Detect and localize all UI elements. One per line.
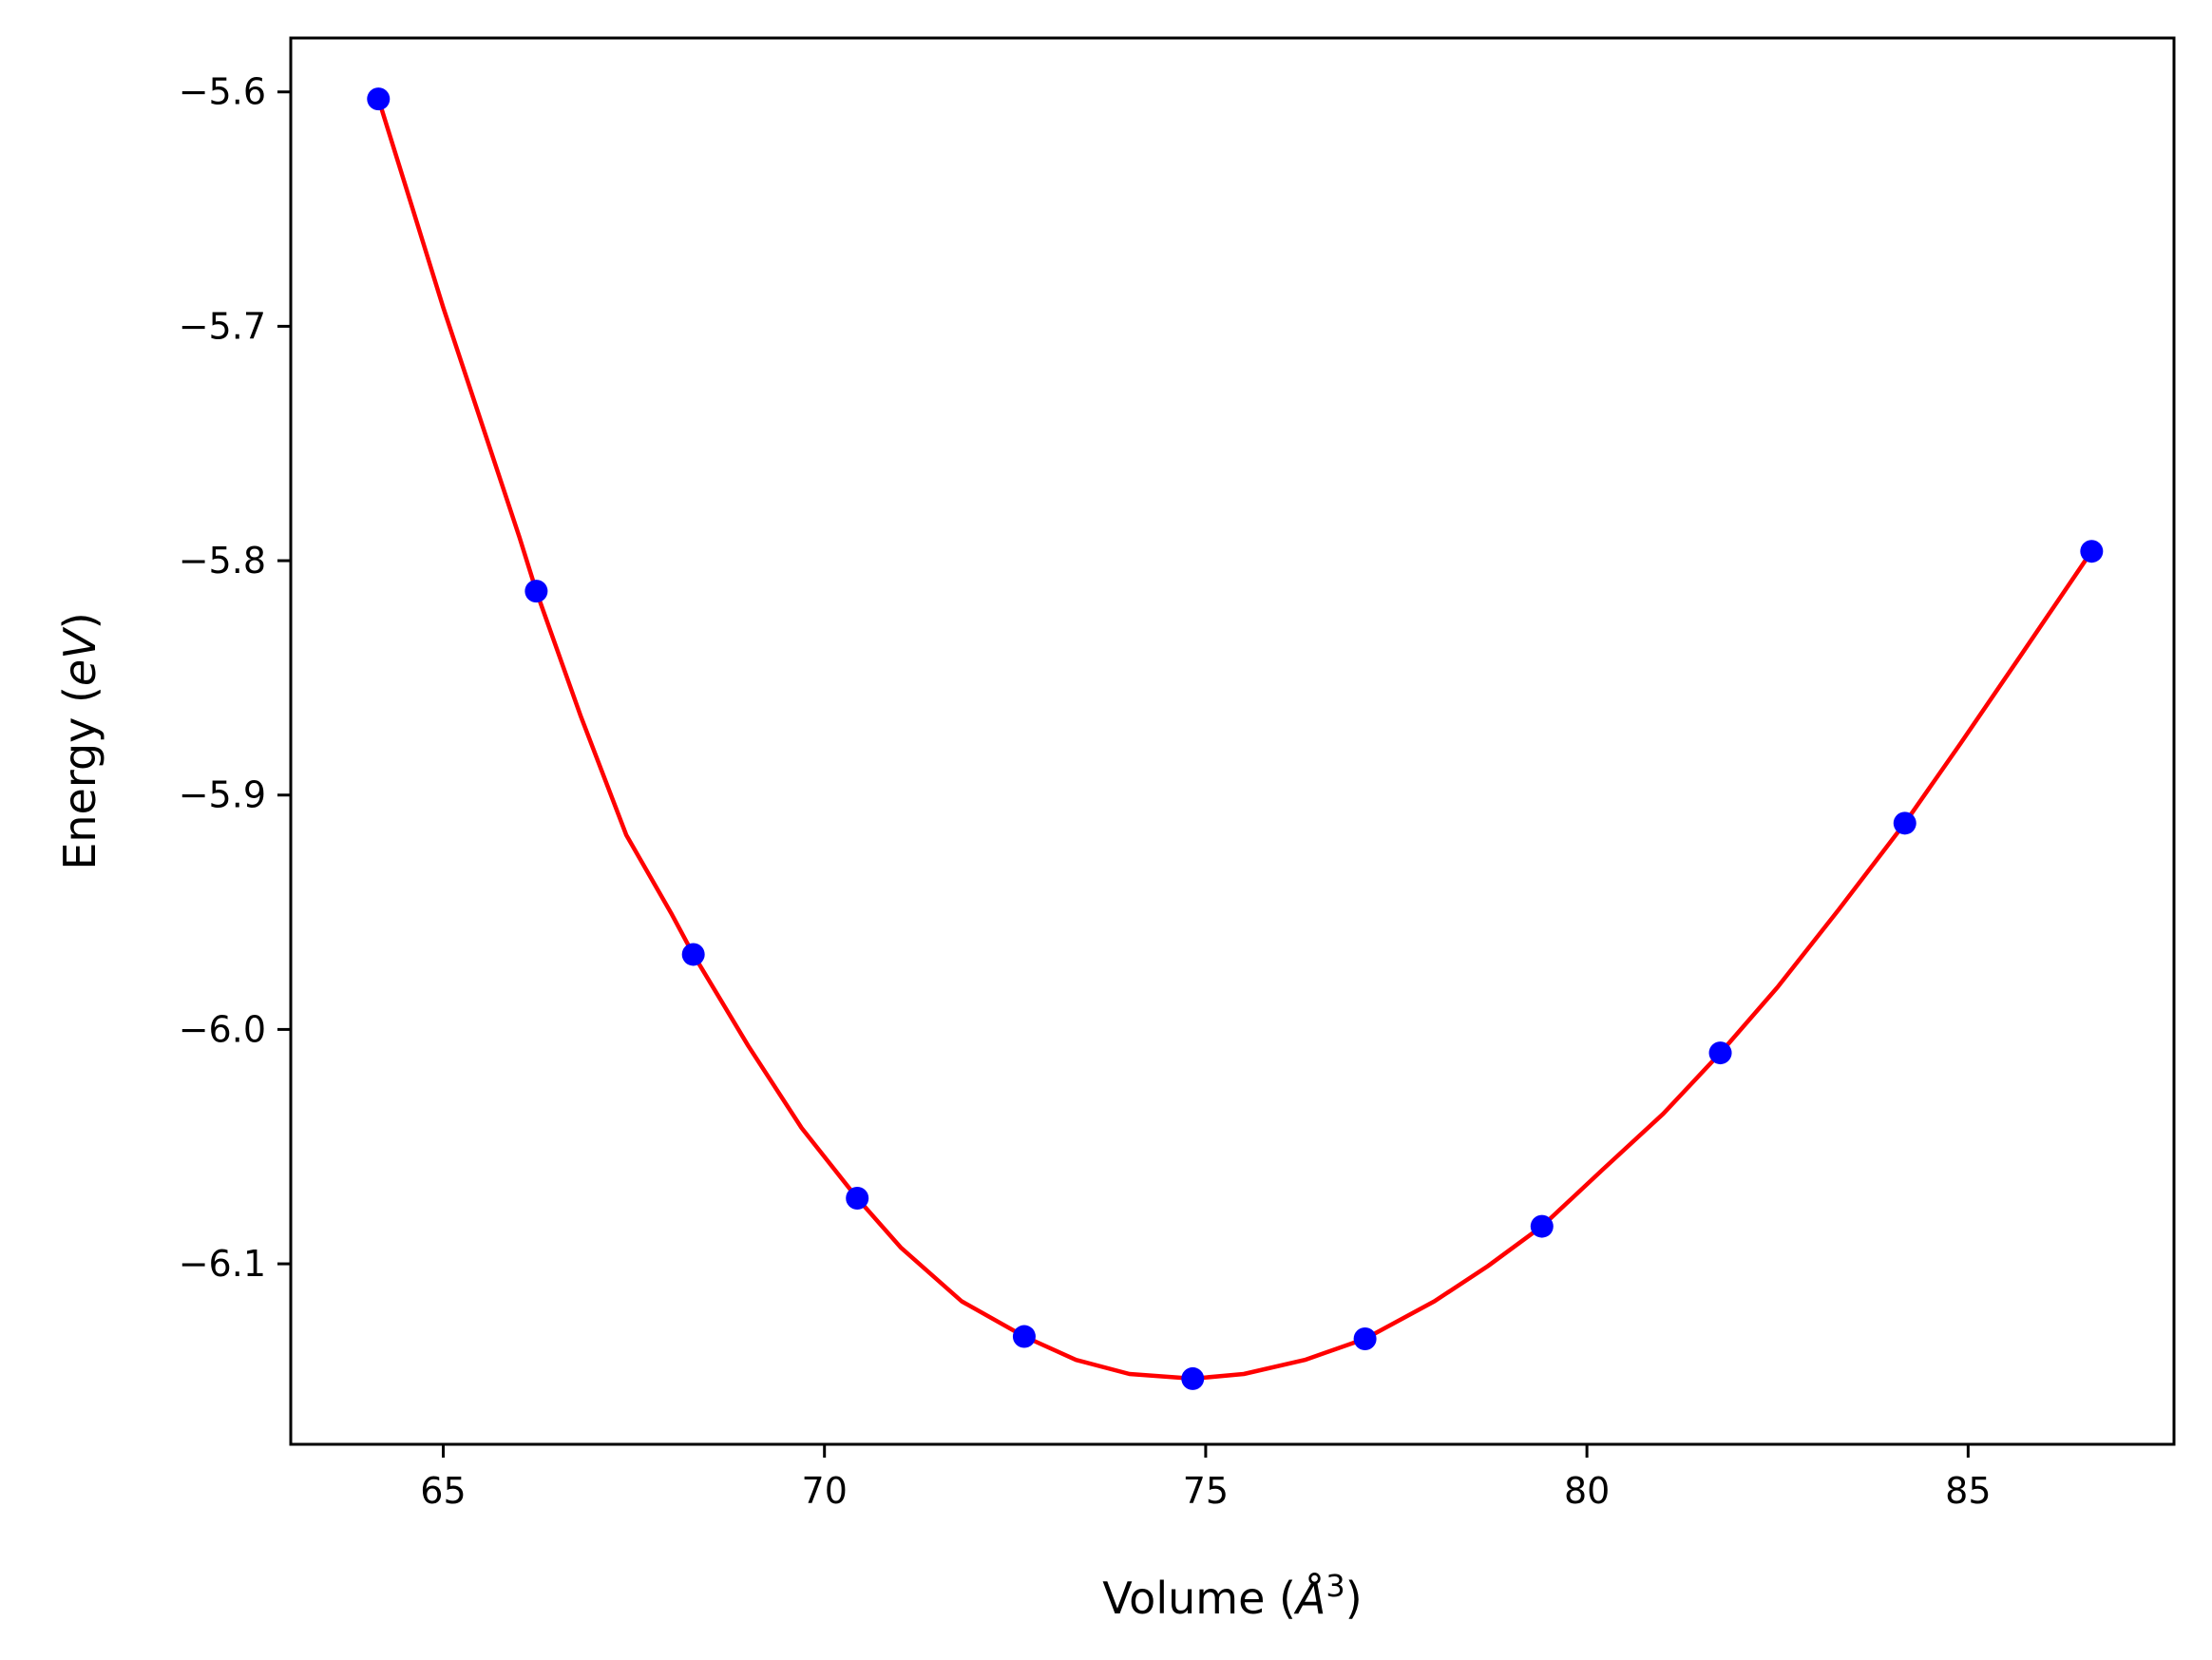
- y-tick-label: −5.8: [179, 540, 266, 582]
- data-point: [846, 1187, 869, 1210]
- data-point: [1181, 1366, 1205, 1390]
- y-tick-label: −5.6: [179, 71, 266, 113]
- x-tick-label: 85: [1945, 1470, 1991, 1512]
- data-point: [1353, 1327, 1377, 1350]
- data-point: [1530, 1214, 1554, 1238]
- fit-curve: [376, 98, 2094, 1382]
- y-tick-label: −5.9: [179, 774, 266, 816]
- y-tick-label: −5.7: [179, 305, 266, 347]
- plot-area-frame: [289, 36, 2176, 1446]
- data-point: [524, 580, 548, 603]
- series-layer: [367, 87, 2104, 1390]
- x-tick-label: 75: [1183, 1470, 1229, 1512]
- y-axis-label: Energy (eV): [54, 612, 105, 869]
- x-tick-label: 70: [802, 1470, 848, 1512]
- x-tick-label: 65: [420, 1470, 466, 1512]
- x-axis-label: Volume (Å3): [1102, 1568, 1362, 1624]
- y-axis-ticks: −5.6 −5.7 −5.8 −5.9 −6.0 −6.1: [179, 71, 291, 1285]
- x-tick-label: 80: [1564, 1470, 1610, 1512]
- y-tick-label: −6.0: [179, 1008, 266, 1050]
- data-point: [2080, 540, 2104, 563]
- data-point: [1708, 1041, 1732, 1065]
- data-point: [1012, 1325, 1036, 1348]
- data-point: [1893, 811, 1916, 835]
- data-point: [367, 87, 391, 111]
- x-axis-ticks: 65 70 75 80 85: [420, 1444, 1992, 1512]
- y-tick-label: −6.1: [179, 1243, 266, 1285]
- data-point: [681, 943, 705, 966]
